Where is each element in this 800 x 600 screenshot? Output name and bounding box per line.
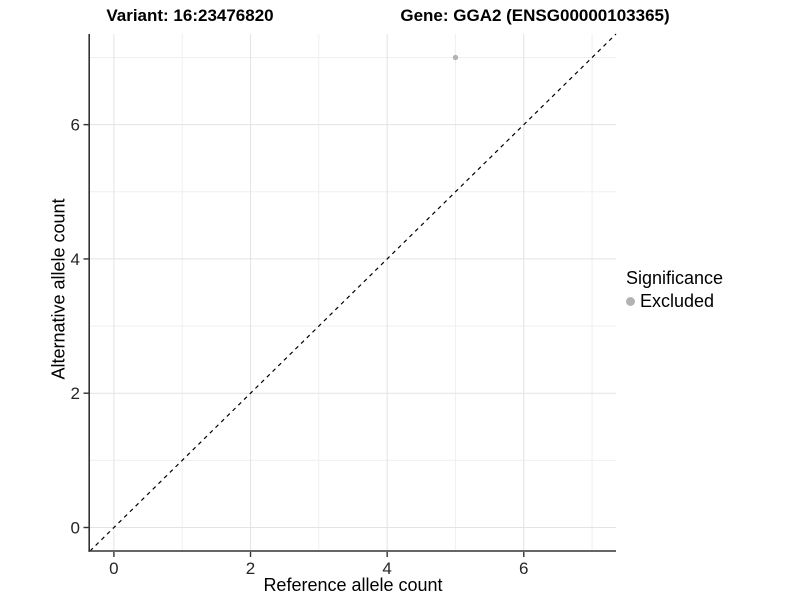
y-tick-label: 4	[71, 250, 80, 269]
x-tick-label: 0	[109, 559, 118, 578]
y-tick-label: 2	[71, 384, 80, 403]
excluded-point-icon	[626, 296, 635, 306]
y-axis-title: Alternative allele count	[48, 198, 69, 380]
legend-title: Significance	[626, 268, 724, 288]
data-point	[452, 54, 459, 61]
variant-title: Variant: 16:23476820	[106, 6, 274, 25]
legend-item-label: Excluded	[640, 291, 715, 311]
y-tick-label: 6	[71, 116, 80, 135]
legend: Significance Excluded	[626, 268, 723, 311]
legend-item-excluded: Excluded	[626, 291, 723, 311]
x-tick-label: 2	[246, 559, 255, 578]
identity-line	[89, 33, 617, 552]
x-axis-title: Reference allele count	[263, 575, 443, 595]
x-tick-label: 6	[519, 559, 528, 578]
x-tick-label: 4	[382, 559, 391, 578]
gene-title: Gene: GGA2 (ENSG00000103365)	[400, 6, 670, 25]
y-tick-label: 0	[71, 519, 80, 538]
